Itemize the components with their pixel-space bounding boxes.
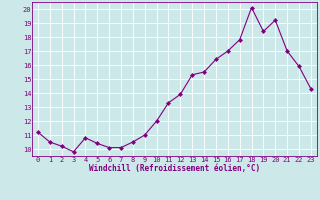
X-axis label: Windchill (Refroidissement éolien,°C): Windchill (Refroidissement éolien,°C) [89,164,260,173]
